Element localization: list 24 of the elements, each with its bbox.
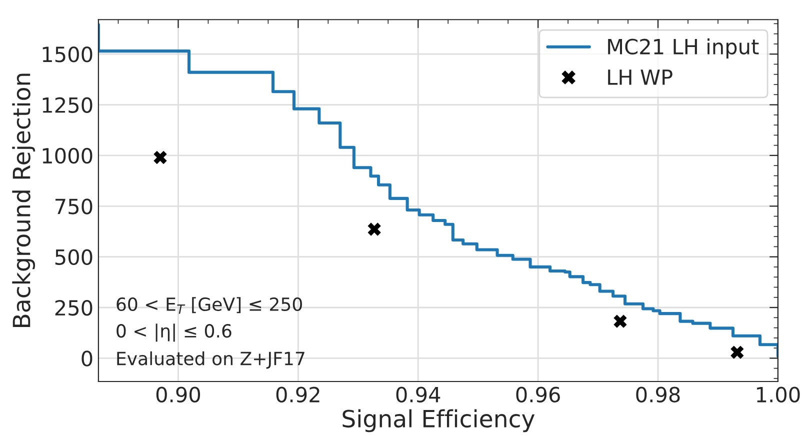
- x-tick-label: 0.96: [516, 386, 560, 402]
- y-tick-label: 1250: [42, 97, 92, 113]
- point: [730, 346, 744, 359]
- legend-label: LH WP: [608, 70, 672, 85]
- legend-label: MC21 LH input: [608, 38, 759, 59]
- y-tick-label: 750: [56, 198, 92, 214]
- y-axis-title: Background Rejection: [12, 74, 36, 328]
- x-tick-label: 0.94: [396, 386, 440, 402]
- x-axis-title: Signal Efficiency: [342, 409, 535, 432]
- x-tick-label: 0.92: [276, 386, 320, 402]
- y-tick-label: 0: [82, 350, 92, 366]
- y-tick-label: 250: [55, 300, 92, 316]
- point: [154, 150, 167, 164]
- annotation: Evaluated on Z+JF17: [117, 351, 304, 369]
- point: [614, 314, 627, 328]
- x-tick-label: 0.90: [156, 386, 200, 402]
- annotation: 0 < |η| ≤ 0.6: [116, 324, 232, 342]
- y-tick-label: 500: [55, 249, 92, 266]
- point: [368, 222, 381, 236]
- x-tick-label: 1.00: [757, 386, 800, 402]
- y-tick-label: 1500: [42, 46, 92, 62]
- annotation: 60 < E$_{T}$ [GeV] ≤ 250: [116, 297, 302, 314]
- x-tick-label: 0.98: [636, 386, 680, 402]
- y-tick-label: 1000: [42, 148, 92, 164]
